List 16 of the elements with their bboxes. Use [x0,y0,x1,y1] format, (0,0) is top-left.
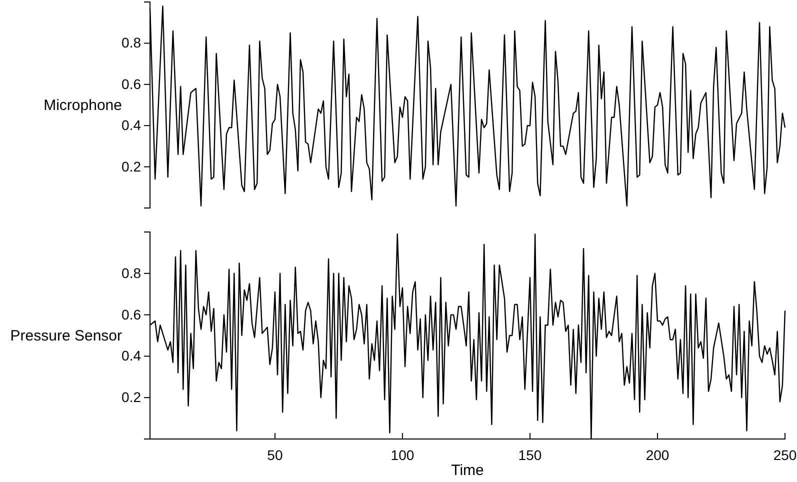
y-tick-label: 0.6 [122,76,142,92]
x-tick-label: 250 [773,447,797,464]
y-tick-label: 0.6 [122,306,142,322]
x-tick-label: 200 [646,447,670,464]
y-tick-label: 0.2 [122,389,142,406]
x-tick-label: 100 [390,447,414,464]
x-tick-label: 150 [518,447,542,464]
x-axis-title: Time [451,462,484,479]
x-tick-label: 50 [267,447,283,464]
y-tick-label: 0.8 [122,264,142,281]
y-tick-label: 0.4 [122,117,142,134]
y-axis-title: Microphone [44,97,122,114]
y-tick-label: 0.4 [122,348,142,364]
y-tick-label: 0.8 [122,34,142,51]
y-tick-label: 0.2 [122,158,142,174]
y-axis-title: Pressure Sensor [10,328,122,344]
